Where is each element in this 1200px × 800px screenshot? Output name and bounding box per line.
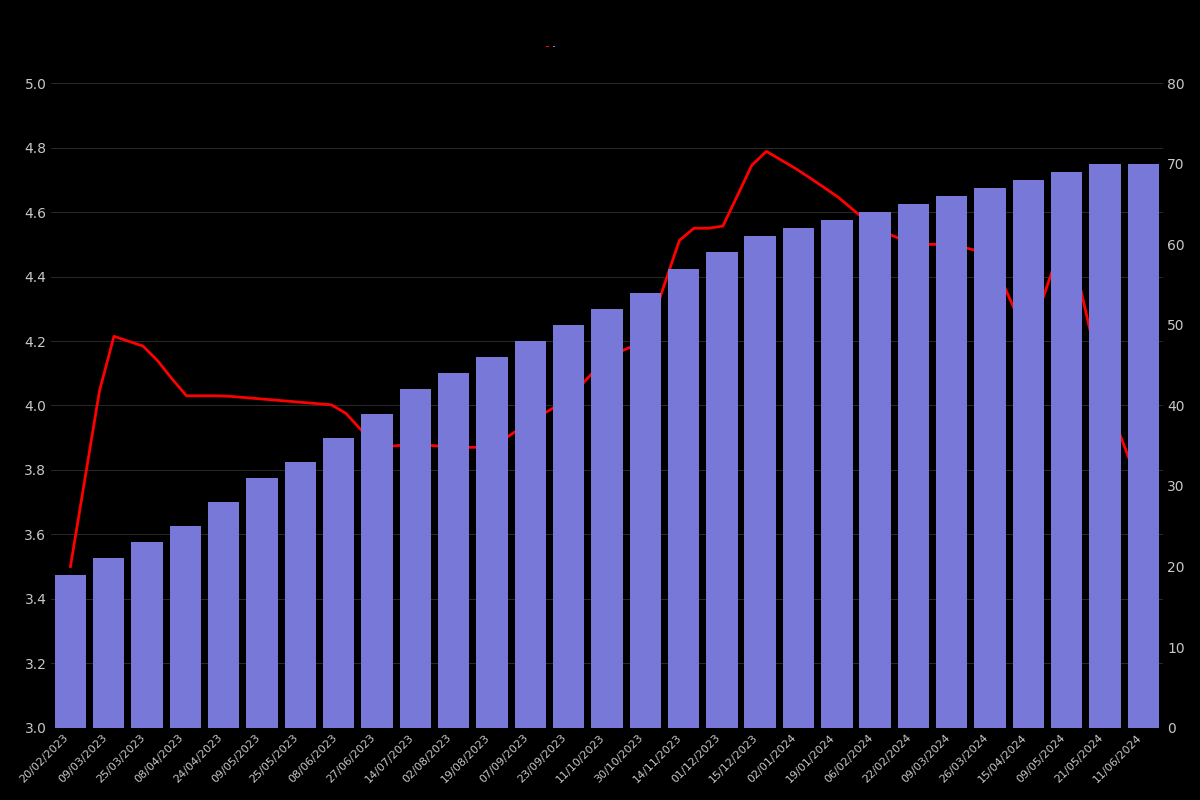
Bar — [821, 220, 852, 728]
Bar — [438, 374, 469, 728]
Bar — [592, 309, 623, 728]
Bar — [1051, 172, 1082, 728]
Bar — [476, 357, 508, 728]
Bar — [782, 228, 815, 728]
Bar — [936, 196, 967, 728]
Bar — [630, 293, 661, 728]
Bar — [1128, 164, 1159, 728]
Bar — [246, 478, 277, 728]
Bar — [400, 390, 431, 728]
Legend: , : , — [546, 46, 557, 48]
Bar — [169, 526, 202, 728]
Bar — [859, 212, 890, 728]
Bar — [706, 253, 738, 728]
Bar — [1013, 180, 1044, 728]
Bar — [361, 414, 392, 728]
Bar — [284, 462, 316, 728]
Bar — [668, 269, 700, 728]
Bar — [898, 204, 929, 728]
Bar — [553, 325, 584, 728]
Bar — [94, 558, 125, 728]
Bar — [515, 341, 546, 728]
Bar — [208, 502, 240, 728]
Bar — [131, 542, 163, 728]
Bar — [974, 188, 1006, 728]
Bar — [55, 574, 86, 728]
Bar — [323, 438, 354, 728]
Bar — [1090, 164, 1121, 728]
Bar — [744, 236, 776, 728]
